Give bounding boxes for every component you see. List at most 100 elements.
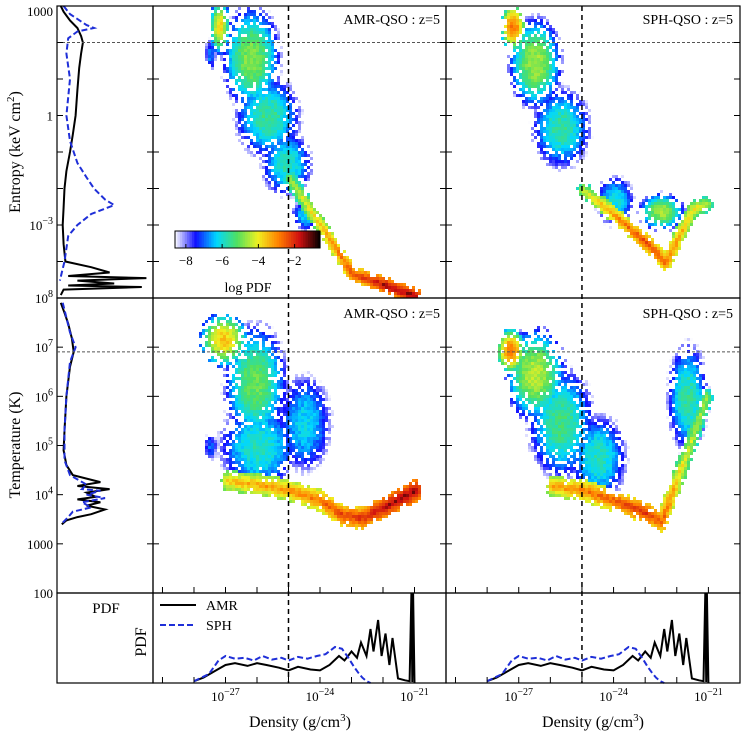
heatmap-cell <box>289 103 292 106</box>
heatmap-cell <box>241 61 244 64</box>
heatmap-cell <box>268 443 271 446</box>
heatmap-cell <box>214 350 217 353</box>
heatmap-cell <box>567 148 570 151</box>
heatmap-cell <box>340 518 343 521</box>
heatmap-cell <box>298 211 301 214</box>
heatmap-cell <box>585 383 588 386</box>
heatmap-cell <box>268 82 271 85</box>
heatmap-cell <box>546 76 549 79</box>
heatmap-cell <box>253 434 256 437</box>
heatmap-cell <box>286 482 289 485</box>
heatmap-cell <box>250 476 253 479</box>
heatmap-cell <box>241 377 244 380</box>
heatmap-cell <box>690 380 693 383</box>
heatmap-cell <box>289 461 292 464</box>
heatmap-cell <box>250 371 253 374</box>
heatmap-cell <box>274 190 277 193</box>
heatmap-cell <box>271 97 274 100</box>
heatmap-cell <box>262 449 265 452</box>
heatmap-cell <box>666 262 669 265</box>
heatmap-cell <box>693 217 696 220</box>
heatmap-cell <box>304 371 307 374</box>
heatmap-cell <box>639 229 642 232</box>
heatmap-cell <box>639 235 642 238</box>
heatmap-cell <box>555 401 558 404</box>
heatmap-cell <box>705 395 708 398</box>
heatmap-cell <box>274 160 277 163</box>
heatmap-cell <box>265 106 268 109</box>
heatmap-cell <box>690 211 693 214</box>
heatmap-cell <box>549 130 552 133</box>
heatmap-cell <box>322 437 325 440</box>
heatmap-cell <box>298 193 301 196</box>
heatmap-cell <box>531 368 534 371</box>
heatmap-cell <box>669 193 672 196</box>
heatmap-cell <box>271 70 274 73</box>
heatmap-cell <box>510 404 513 407</box>
heatmap-cell <box>552 133 555 136</box>
heatmap-cell <box>199 344 202 347</box>
heatmap-cell <box>247 28 250 31</box>
heatmap-cell <box>528 88 531 91</box>
heatmap-cell <box>528 347 531 350</box>
heatmap-cell <box>247 22 250 25</box>
heatmap-cell <box>328 419 331 422</box>
heatmap-cell <box>271 136 274 139</box>
heatmap-cell <box>382 512 385 515</box>
heatmap-cell <box>519 359 522 362</box>
heatmap-cell <box>546 362 549 365</box>
heatmap-cell <box>262 34 265 37</box>
heatmap-cell <box>585 100 588 103</box>
heatmap-cell <box>277 482 280 485</box>
heatmap-cell <box>552 130 555 133</box>
heatmap-cell <box>274 166 277 169</box>
heatmap-cell <box>307 208 310 211</box>
heatmap-cell <box>226 43 229 46</box>
heatmap-cell <box>561 115 564 118</box>
heatmap-cell <box>256 371 259 374</box>
heatmap-cell <box>549 359 552 362</box>
heatmap-cell <box>525 350 528 353</box>
heatmap-cell <box>609 178 612 181</box>
heatmap-cell <box>370 512 373 515</box>
heatmap-cell <box>262 58 265 61</box>
heatmap-cell <box>265 184 268 187</box>
heatmap-cell <box>528 383 531 386</box>
heatmap-cell <box>567 163 570 166</box>
heatmap-cell <box>253 100 256 103</box>
heatmap-cell <box>211 25 214 28</box>
heatmap-cell <box>382 515 385 518</box>
heatmap-cell <box>567 121 570 124</box>
heatmap-cell <box>543 353 546 356</box>
heatmap-cell <box>319 449 322 452</box>
heatmap-cell <box>274 398 277 401</box>
heatmap-cell <box>223 341 226 344</box>
heatmap-cell <box>280 157 283 160</box>
heatmap-cell <box>286 97 289 100</box>
heatmap-cell <box>687 362 690 365</box>
heatmap-cell <box>250 64 253 67</box>
heatmap-cell <box>618 214 621 217</box>
heatmap-cell <box>238 46 241 49</box>
heatmap-cell <box>295 437 298 440</box>
heatmap-cell <box>313 377 316 380</box>
heatmap-cell <box>256 347 259 350</box>
heatmap-cell <box>229 320 232 323</box>
heatmap-cell <box>280 380 283 383</box>
heatmap-cell <box>415 292 418 295</box>
heatmap-cell <box>705 205 708 208</box>
heatmap-cell <box>561 82 564 85</box>
heatmap-cell <box>418 292 421 295</box>
heatmap-cell <box>675 365 678 368</box>
heatmap-cell <box>660 217 663 220</box>
heatmap-cell <box>579 136 582 139</box>
heatmap-cell <box>316 374 319 377</box>
heatmap-cell <box>322 500 325 503</box>
heatmap-cell <box>229 329 232 332</box>
heatmap-cell <box>522 94 525 97</box>
heatmap-cell <box>199 335 202 338</box>
heatmap-cell <box>510 341 513 344</box>
heatmap-cell <box>684 371 687 374</box>
heatmap-cell <box>298 461 301 464</box>
heatmap-cell <box>280 383 283 386</box>
